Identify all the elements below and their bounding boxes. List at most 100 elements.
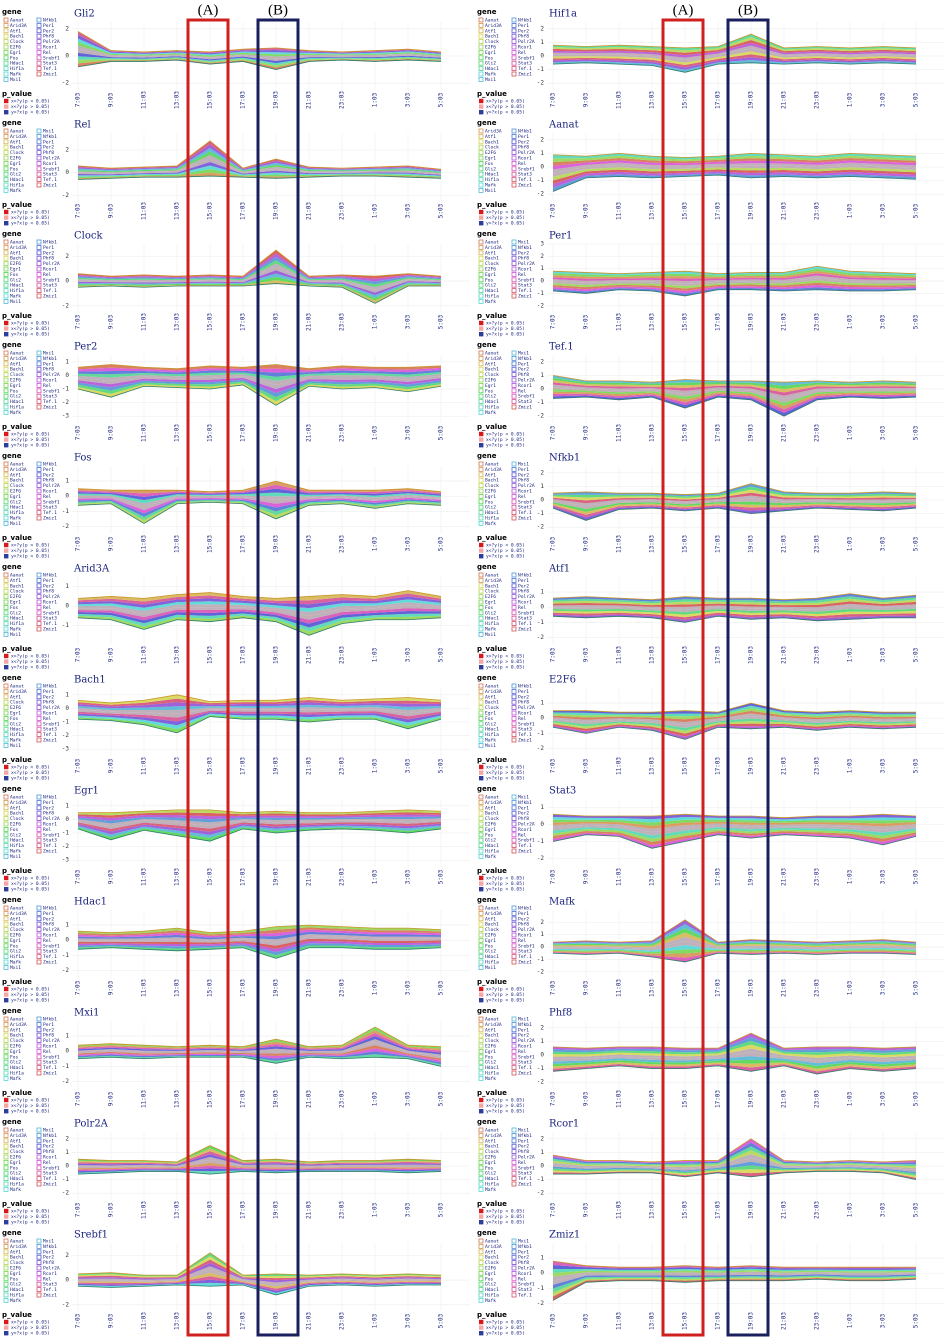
legend-swatch — [36, 361, 42, 367]
x-tick-label: 23:03 — [814, 535, 821, 553]
x-tick-label: 7:03 — [75, 425, 82, 440]
x-tick-label: 13:03 — [174, 979, 181, 997]
legend-swatch — [3, 1149, 9, 1154]
legend-label: x>?y(p < 0.05) — [11, 432, 50, 438]
panel-title: Mafk — [549, 897, 576, 908]
x-tick-label: 19:03 — [273, 313, 280, 331]
legend-swatch — [36, 1287, 42, 1292]
legend-swatch — [478, 694, 484, 700]
legend-swatch — [3, 732, 9, 737]
x-tick-label: 9:03 — [108, 980, 115, 995]
legend-label: E2F6 — [485, 1044, 496, 1050]
legend-label: Polr2A — [518, 594, 535, 600]
p-value-swatch — [479, 209, 484, 215]
x-tick-label: 13:03 — [649, 757, 656, 775]
legend-swatch — [511, 1292, 517, 1298]
legend-label: Tef.1 — [518, 1065, 532, 1071]
legend-label: Aanat — [10, 129, 24, 135]
legend-swatch — [478, 504, 484, 510]
legend-swatch — [511, 1149, 517, 1154]
legend-label: x<?y(p > 0.05) — [11, 104, 50, 110]
legend-swatch — [478, 244, 484, 250]
legend-label: Rcor1 — [43, 933, 57, 939]
legend-swatch — [511, 943, 517, 949]
stream-stripe — [78, 494, 441, 507]
x-tick-label: 3:03 — [405, 536, 412, 551]
x-tick-label: 11:03 — [141, 313, 148, 331]
legend-label: Mafk — [485, 410, 496, 416]
y-tick-label: -1 — [537, 290, 545, 297]
y-tick-label: 0 — [65, 603, 69, 610]
legend-swatch — [3, 182, 9, 188]
legend-label: Stat3 — [43, 838, 57, 844]
y-tick-label: 1 — [65, 478, 69, 485]
legend-label: Srebf1 — [518, 55, 535, 61]
legend-label: Hdac1 — [10, 727, 24, 733]
legend-swatch — [3, 33, 9, 39]
legend-label: Mafk — [485, 521, 496, 527]
p-value-swatch — [4, 1208, 9, 1214]
x-tick-label: 19:03 — [273, 1090, 280, 1108]
y-tick-label: 1 — [65, 922, 69, 929]
legend-label: Bach1 — [485, 1033, 499, 1039]
legend-label: Nfkb1 — [43, 462, 57, 468]
legend-label: Phf8 — [43, 811, 54, 817]
y-tick-label: 2 — [65, 25, 69, 32]
stream-stripe — [78, 816, 441, 824]
legend-swatch — [511, 737, 517, 743]
legend-label: y>?x(p < 0.05) — [486, 776, 525, 782]
stream-lower-edge — [552, 174, 917, 192]
legend-swatch — [3, 599, 9, 605]
p-value-swatch — [4, 770, 9, 775]
stream-stripe — [553, 395, 916, 417]
y-tick-label: 1 — [540, 1038, 544, 1045]
p-value-swatch — [479, 1208, 484, 1214]
legend-label: Rel — [518, 832, 527, 838]
legend-swatch — [478, 404, 484, 410]
legend-label: x>?y(p < 0.05) — [486, 321, 525, 327]
p-value-legend-title: p_value — [477, 312, 507, 320]
stream-stripe — [553, 596, 916, 604]
legend-label: Srebf1 — [518, 610, 535, 616]
x-tick-label: 11:03 — [616, 646, 623, 664]
gene-legend-title: gene — [2, 1118, 22, 1126]
legend-label: x<?y(p > 0.05) — [11, 215, 50, 221]
legend-swatch — [478, 355, 484, 361]
legend-label: Atf1 — [10, 250, 21, 256]
legend-label: Per1 — [43, 1022, 54, 1028]
y-tick-label: 0 — [540, 53, 544, 60]
x-tick-label: 3:03 — [880, 314, 887, 329]
legend-label: Egr1 — [485, 1049, 496, 1055]
legend-label: Atf1 — [10, 139, 21, 145]
legend-swatch — [511, 954, 517, 959]
y-tick-label: -2 — [537, 191, 545, 198]
legend-swatch — [3, 699, 9, 705]
legend-swatch — [3, 515, 9, 521]
gene-legend-title: gene — [2, 785, 22, 793]
p-value-swatch — [479, 437, 484, 442]
x-tick-label: 7:03 — [550, 92, 557, 107]
panel-title: Atf1 — [548, 564, 570, 575]
legend-swatch — [36, 800, 42, 805]
y-tick-label: -2 — [62, 843, 70, 850]
y-tick-label: 1 — [540, 804, 544, 811]
legend-label: Hif1a — [10, 66, 24, 72]
legend-swatch — [478, 461, 484, 467]
legend-label: Gli2 — [10, 1060, 21, 1066]
legend-swatch — [3, 954, 9, 959]
legend-label: Per2 — [43, 1027, 54, 1033]
stream-stripe — [78, 1165, 441, 1172]
legend-swatch — [3, 1298, 9, 1303]
stream-stripe — [553, 610, 916, 618]
legend-label: Bach1 — [10, 1033, 24, 1039]
legend-label: Polr2A — [518, 705, 535, 711]
legend-swatch — [36, 605, 42, 610]
legend-label: Nfkb1 — [43, 1133, 57, 1139]
legend-swatch — [511, 948, 517, 954]
legend-label: Atf1 — [10, 694, 21, 700]
legend-swatch — [511, 911, 517, 916]
legend-swatch — [36, 1160, 42, 1165]
legend-swatch — [478, 726, 484, 732]
